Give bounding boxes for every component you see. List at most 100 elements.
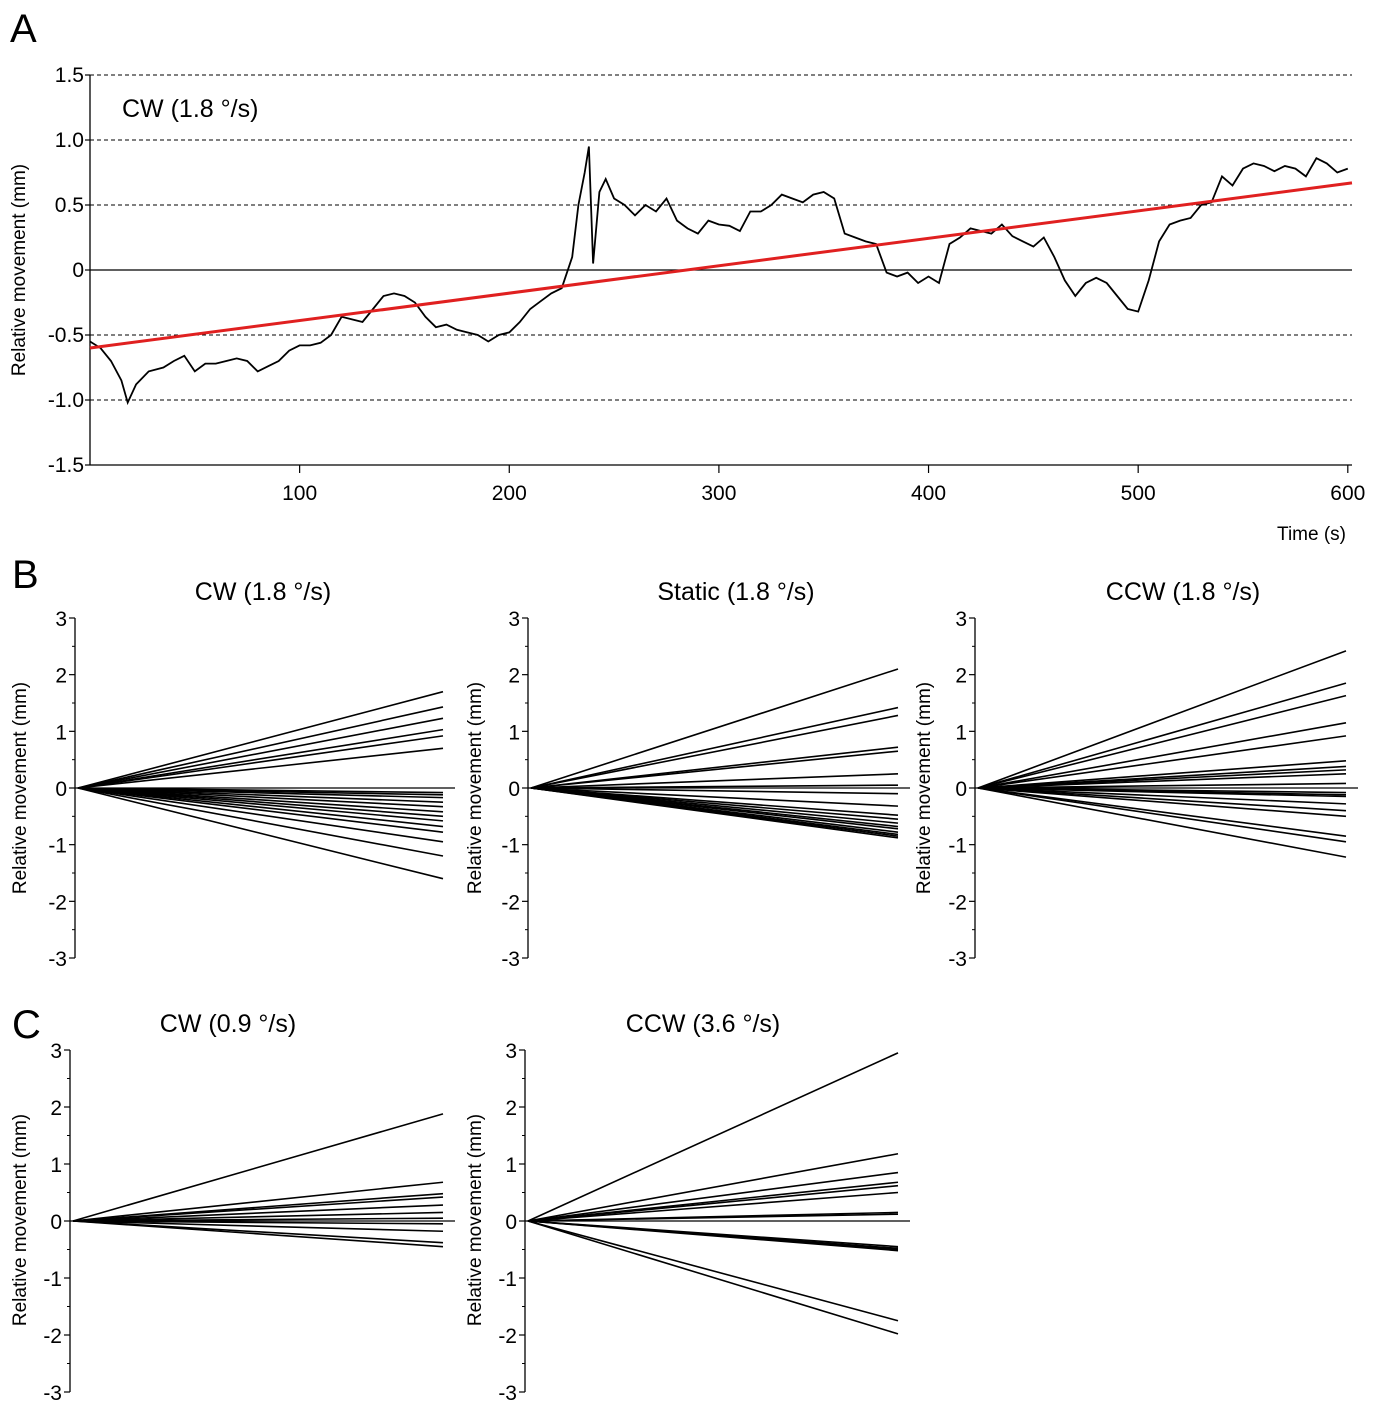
panel-b3-chart: CCW (1.8 °/s) Relative movement (mm) 3 2 1… (914, 578, 1358, 971)
panel-c1-trend-line (72, 1113, 444, 1222)
panel-a-x-tick-label: 600 (1330, 482, 1365, 505)
panel-a-y-tick-label: 1.0 (55, 129, 84, 152)
panel-b2-trend-line (530, 714, 899, 789)
panel-b3-trend-line (977, 782, 1347, 789)
panel-b1-y-tick-label: -1 (48, 835, 67, 858)
panel-b2-trend-line (530, 784, 899, 789)
panel-a-fit-line (89, 181, 1353, 350)
panel-c1-y-tick-label: -2 (43, 1325, 62, 1348)
panel-c2-trend-line (527, 1220, 899, 1335)
panel-b3-y-tick-label: -1 (948, 835, 967, 858)
panel-letter-a: A (10, 7, 37, 51)
panel-letter-c: C (12, 1003, 41, 1047)
panel-c1-y-tick-label: -1 (43, 1268, 62, 1291)
panel-c2-trend-line (527, 1213, 899, 1222)
panel-b3-trend-line (977, 682, 1347, 789)
panel-b3-trend-line (977, 773, 1347, 789)
panel-b1-y-tick-label: -2 (48, 891, 67, 914)
panel-b1-y-tick-label: -3 (48, 948, 67, 971)
panel-a-y-axis-label: Relative movement (mm) (9, 164, 30, 376)
panel-b1-trend-line (77, 728, 444, 789)
panel-b1-trend-line (77, 747, 444, 789)
panel-letter-b: B (12, 553, 39, 597)
panel-b3-trend-line (977, 722, 1347, 789)
panel-b3-trend-line (977, 787, 1347, 837)
panel-b3-y-tick-label: 2 (955, 665, 967, 688)
panel-c1-y-tick-label: -3 (43, 1382, 62, 1403)
panel-b3-trend-line (977, 787, 1347, 812)
panel-c2-trend-line (527, 1184, 899, 1222)
panel-c2-trend-line (527, 1220, 899, 1252)
panel-c2-trend-line (527, 1191, 899, 1222)
panel-c1-trend-line (72, 1217, 444, 1222)
panel-b3-trend-line (977, 650, 1347, 789)
panel-c2-y-tick-label: 1 (505, 1154, 517, 1177)
panel-b1-chart: CW (1.8 °/s) Relative movement (mm) 3 2 1 0… (10, 578, 455, 971)
panel-a-x-tick-label: 300 (701, 482, 736, 505)
panel-b1-trend-line (77, 787, 444, 822)
panel-b2-y-tick-label: 2 (508, 665, 520, 688)
panel-b3-y-tick-label: -2 (948, 891, 967, 914)
panel-b3-trend-line (977, 787, 1347, 843)
panel-b1-trend-line (77, 717, 444, 789)
panel-b2-y-tick-label: -1 (501, 835, 520, 858)
panel-c1-y-tick-label: 2 (50, 1097, 62, 1120)
panel-a-x-tick-label: 500 (1121, 482, 1156, 505)
panel-c2-y-tick-label: -3 (498, 1382, 517, 1403)
panel-b3-trend-line (977, 760, 1347, 789)
panel-b1-y-tick-label: 2 (55, 665, 67, 688)
panel-a-x-axis-label: Time (s) (1277, 524, 1346, 545)
panel-c1-y-tick-label: 0 (50, 1211, 62, 1234)
panel-b2-y-tick-label: 1 (508, 721, 520, 744)
panel-a-y-tick-label: 1.5 (55, 64, 84, 87)
panel-a-movement-trace (89, 146, 1349, 406)
panel-b3-y-tick-label: 0 (955, 778, 967, 801)
panel-a-y-tick-label: -1.0 (48, 389, 84, 412)
panel-c2-trend-line (527, 1152, 899, 1222)
panel-b3-y-axis-label: Relative movement (mm) (914, 682, 935, 894)
panel-b2-y-tick-label: 3 (508, 608, 520, 631)
panel-b1-trend-line (77, 706, 444, 789)
panel-b2-title: Static (1.8 °/s) (657, 578, 814, 606)
panel-c2-trend-line (527, 1052, 899, 1222)
panel-b1-trend-line (77, 787, 444, 843)
panel-b3-y-tick-label: 3 (955, 608, 967, 631)
panel-c2-y-axis-label: Relative movement (mm) (465, 1114, 486, 1326)
panel-b1-trend-line (77, 787, 444, 880)
panel-b1-y-tick-label: 1 (55, 721, 67, 744)
panel-c1-trend-line (72, 1220, 444, 1233)
panel-b3-trend-line (977, 694, 1347, 789)
panel-b3-trend-line (977, 787, 1347, 858)
panel-b2-trend-line (530, 668, 899, 789)
panel-b1-title: CW (1.8 °/s) (195, 578, 331, 606)
panel-c1-trend-line (72, 1220, 444, 1225)
panel-b3-trend-line (977, 787, 1347, 798)
panel-a-title: CW (1.8 °/s) (122, 95, 258, 123)
panel-a-chart: CW (1.8 °/s) Relative movement (mm) Time… (9, 64, 1365, 545)
panel-c1-trend-line (72, 1181, 444, 1222)
panel-b3-y-tick-label: 1 (955, 721, 967, 744)
panel-b1-y-axis-label: Relative movement (mm) (10, 682, 31, 894)
panel-c2-chart: CCW (3.6 °/s) Relative movement (mm) 3 2 1… (465, 1010, 910, 1403)
panel-b2-y-tick-label: 0 (508, 778, 520, 801)
panel-b2-y-tick-label: -3 (501, 948, 520, 971)
panel-c1-trend-line (72, 1196, 444, 1222)
panel-c1-trend-line (72, 1204, 444, 1222)
panel-c1-y-axis-label: Relative movement (mm) (10, 1114, 31, 1326)
panel-a-y-tick-label: 0 (72, 259, 84, 282)
panel-b2-trend-line (530, 773, 899, 789)
panel-b2-trend-line (530, 706, 899, 789)
panel-c2-y-tick-label: 0 (505, 1211, 517, 1234)
panel-b3-trend-line (977, 735, 1347, 789)
panel-b2-y-axis-label: Relative movement (mm) (465, 682, 486, 894)
panel-a-x-tick-label: 200 (492, 482, 527, 505)
panel-c1-y-tick-label: 1 (50, 1154, 62, 1177)
panel-b1-y-tick-label: 3 (55, 608, 67, 631)
panel-b2-trend-line (530, 787, 899, 795)
panel-b3-title: CCW (1.8 °/s) (1106, 578, 1260, 606)
panel-a-y-tick-label: -1.5 (48, 454, 84, 477)
panel-c1-title: CW (0.9 °/s) (160, 1010, 296, 1038)
panel-b1-trend-line (77, 787, 444, 833)
panel-c1-chart: CW (0.9 °/s) Relative movement (mm) 3 2 1 0… (10, 1010, 455, 1403)
